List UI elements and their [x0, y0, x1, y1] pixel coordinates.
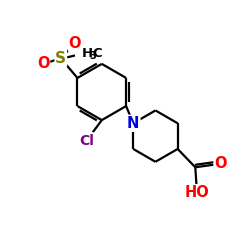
Text: H: H — [82, 47, 93, 60]
Text: N: N — [127, 116, 140, 131]
Text: O: O — [214, 156, 227, 171]
Text: HO: HO — [184, 185, 209, 200]
Text: O: O — [69, 36, 81, 51]
Text: C: C — [93, 47, 102, 60]
Text: Cl: Cl — [80, 134, 94, 148]
Text: S: S — [55, 51, 66, 66]
Text: 3: 3 — [90, 51, 96, 61]
Text: O: O — [37, 56, 50, 71]
